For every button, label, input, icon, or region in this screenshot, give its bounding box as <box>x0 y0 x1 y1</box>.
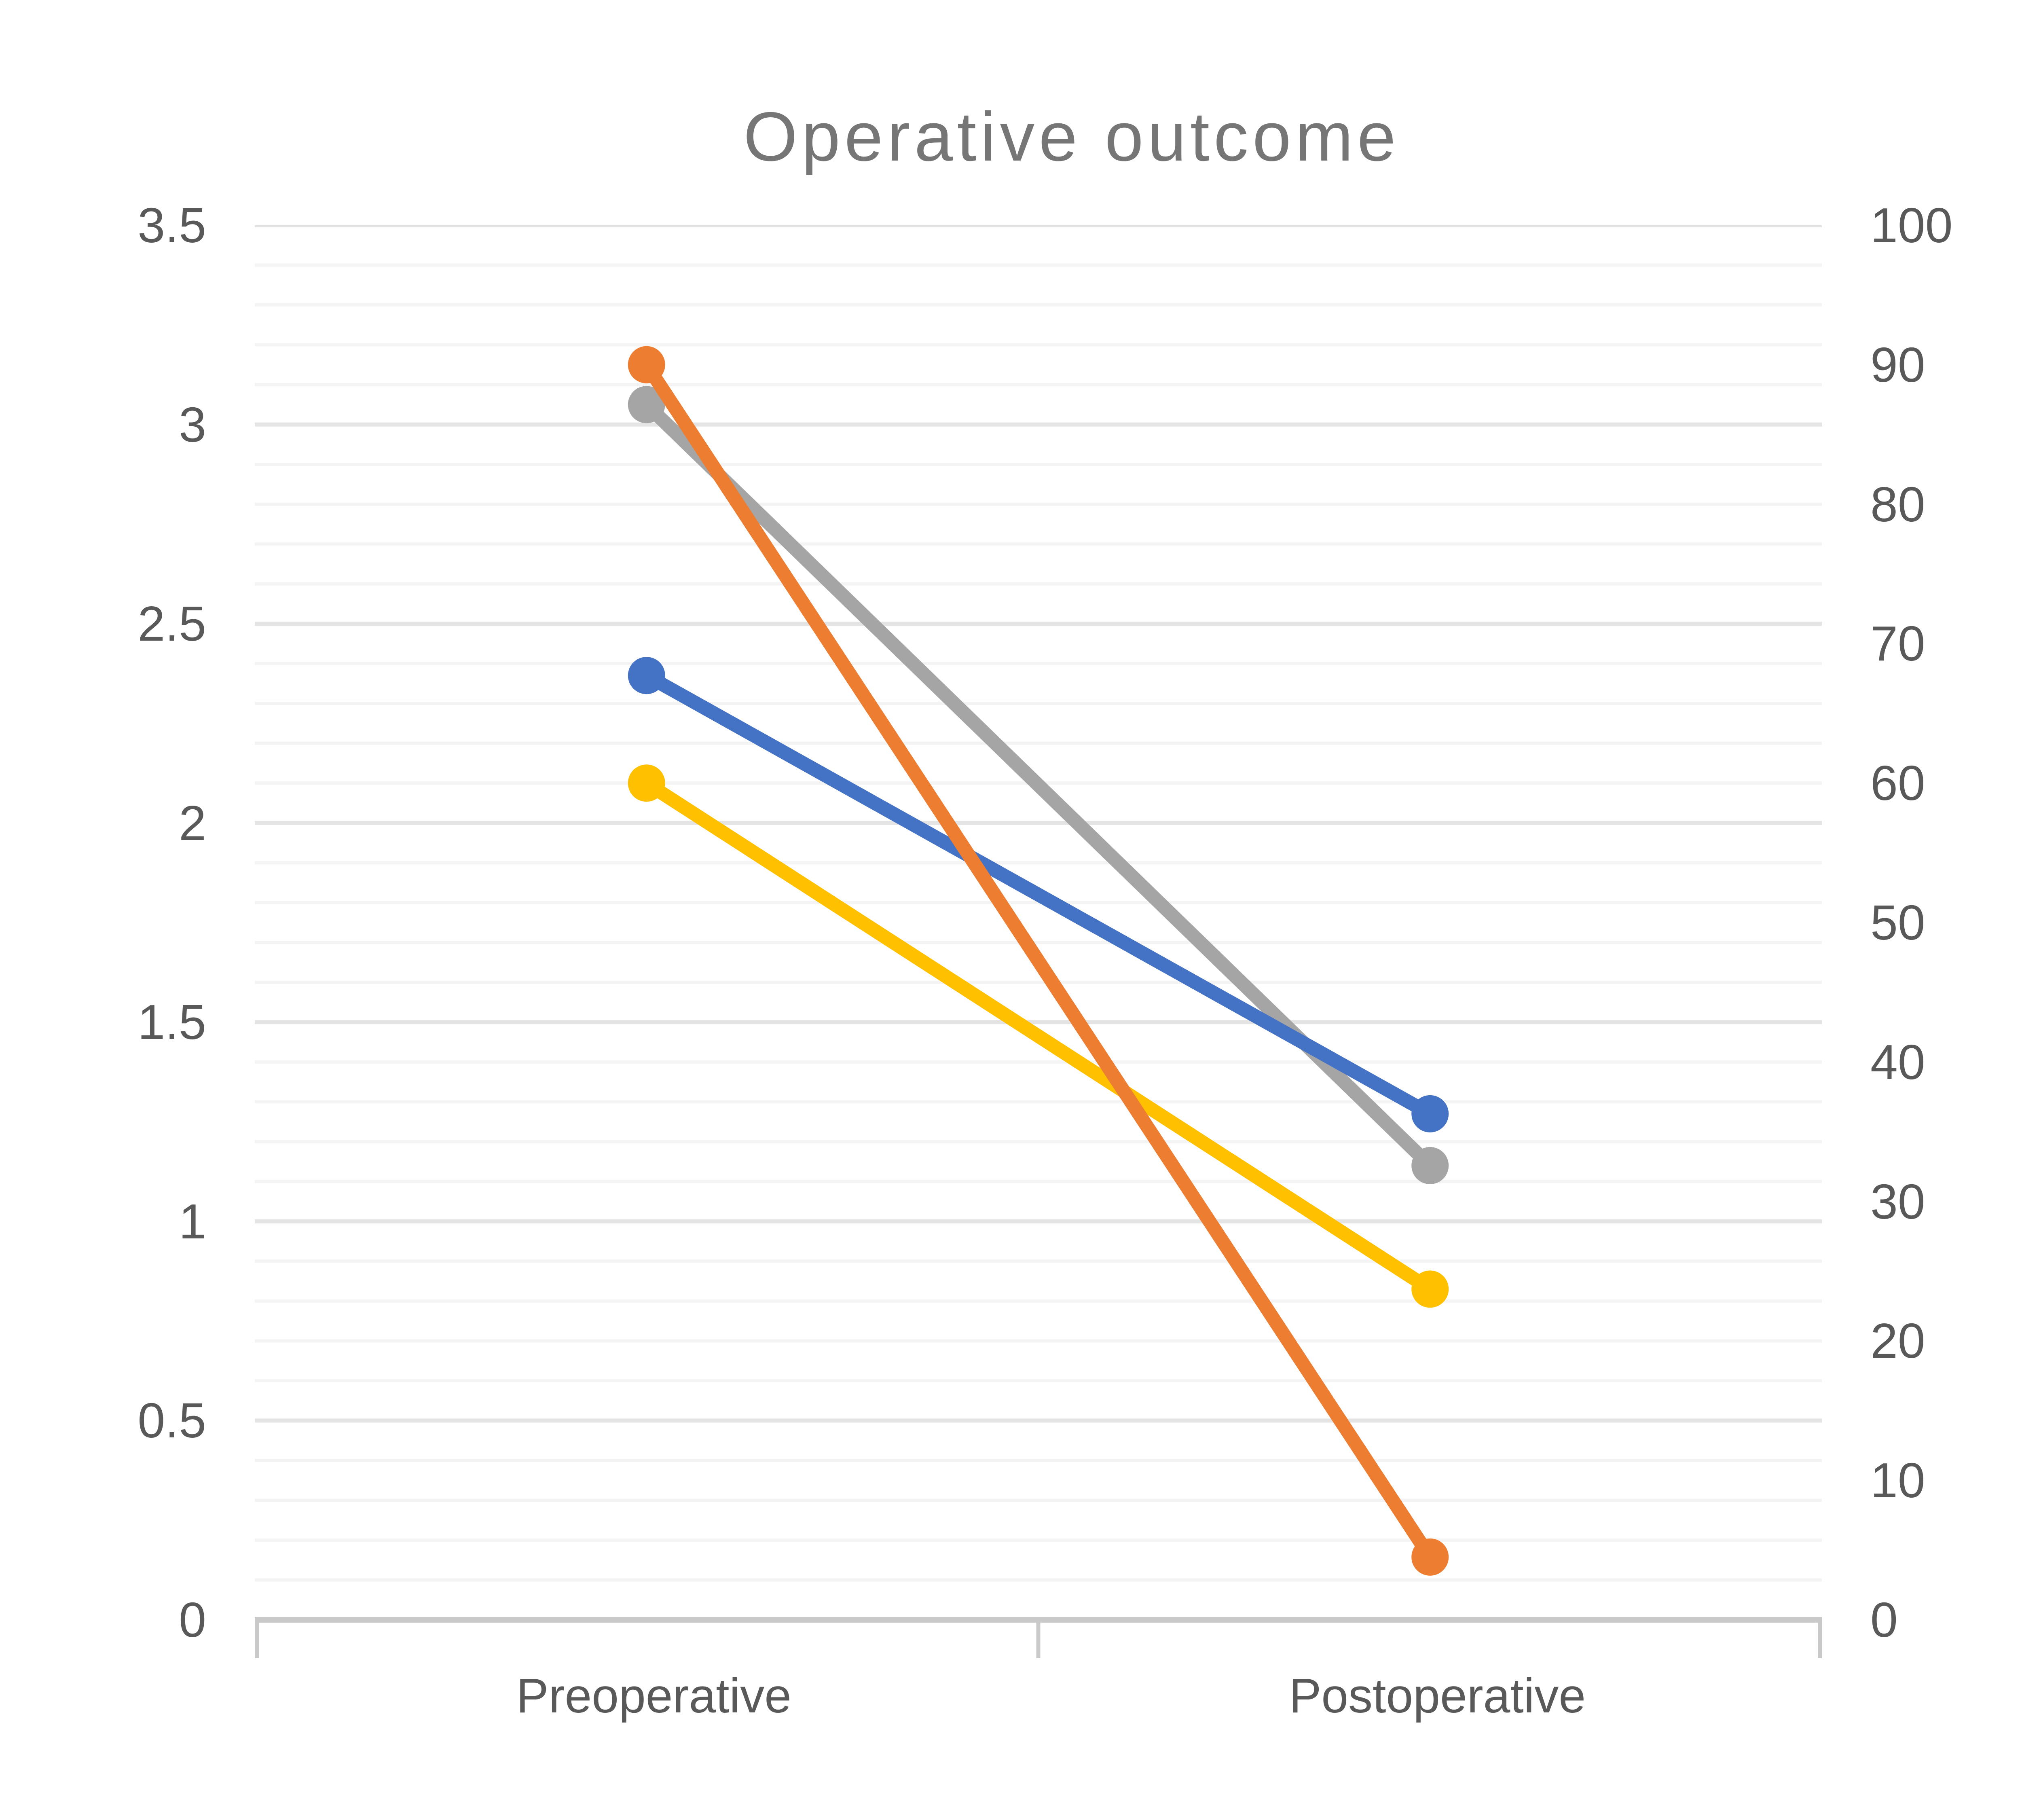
y-right-tick-label: 80 <box>1870 476 1925 532</box>
y-right-tick-label: 10 <box>1870 1453 1925 1508</box>
chart-title: Operative outcome <box>743 98 1400 176</box>
y-left-tick-label: 1.5 <box>137 995 206 1050</box>
y-right-tick-label: 50 <box>1870 895 1925 950</box>
data-point-mitral-regurgitation-grade-postoperative <box>1411 1270 1449 1308</box>
x-axis-label-postoperative: Postoperative <box>1289 1669 1586 1723</box>
data-point-intraventricular-gradient-preoperative <box>628 346 665 383</box>
y-right-tick-label: 30 <box>1870 1174 1925 1229</box>
series-line-mitral-regurgitation-grade <box>639 776 1437 1296</box>
y-left-tick-label: 1 <box>179 1194 206 1249</box>
data-point-intraventricular-gradient-postoperative <box>1411 1538 1449 1576</box>
data-point-scd-risk-score-postoperative <box>1411 1095 1449 1132</box>
series-line-scd-risk-score <box>639 669 1437 1121</box>
y-right-tick-label: 70 <box>1870 616 1925 671</box>
data-point-nyha-class-postoperative <box>1411 1147 1449 1184</box>
y-left-tick-label: 3 <box>179 397 206 452</box>
y-left-tick-label: 0 <box>179 1592 206 1647</box>
y-right-tick-label: 0 <box>1870 1592 1898 1647</box>
y-right-tick-label: 40 <box>1870 1034 1925 1090</box>
y-left-tick-label: 0.5 <box>137 1393 206 1448</box>
plot-area <box>255 225 1822 1658</box>
data-point-scd-risk-score-preoperative <box>628 657 665 694</box>
y-left-tick-label: 3.5 <box>137 198 206 253</box>
y-right-tick-label: 90 <box>1870 337 1925 392</box>
data-point-nyha-class-preoperative <box>628 386 665 423</box>
series-line-intraventricular-gradient <box>639 358 1437 1564</box>
y-left-tick-label: 2 <box>179 795 206 851</box>
y-right-tick-label: 20 <box>1870 1313 1925 1369</box>
x-axis-label-preoperative: Preoperative <box>516 1669 791 1723</box>
data-point-mitral-regurgitation-grade-preoperative <box>628 764 665 802</box>
y-right-tick-label: 100 <box>1870 198 1953 253</box>
y-right-tick-label: 60 <box>1870 756 1925 811</box>
y-left-tick-label: 2.5 <box>137 596 206 652</box>
